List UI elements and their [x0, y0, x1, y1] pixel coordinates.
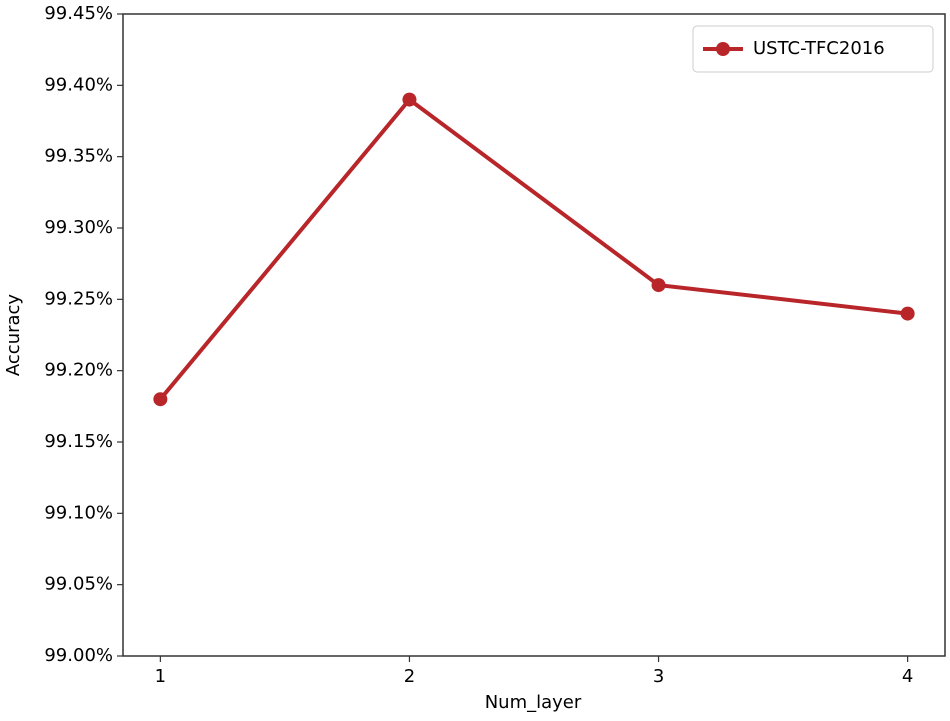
x-tick-label: 4 — [902, 666, 913, 687]
y-tick-label: 99.15% — [44, 431, 113, 452]
y-tick-label: 99.40% — [44, 74, 113, 95]
y-tick-label: 99.10% — [44, 502, 113, 523]
y-tick-label: 99.25% — [44, 288, 113, 309]
data-point — [402, 92, 417, 107]
legend-marker — [716, 42, 730, 56]
data-point — [153, 392, 168, 407]
y-tick-label: 99.00% — [44, 645, 113, 666]
plot-frame — [122, 13, 946, 657]
x-tick-label: 2 — [404, 666, 415, 687]
legend-label: USTC-TFC2016 — [753, 38, 885, 59]
series-line — [158, 96, 908, 401]
y-tick-label: 99.20% — [44, 360, 113, 381]
y-tick-label: 99.05% — [44, 574, 113, 595]
x-tick-label: 3 — [653, 666, 664, 687]
y-tick-label: 99.30% — [44, 217, 113, 238]
x-axis-label: Num_layer — [485, 692, 582, 713]
legend-box — [692, 25, 934, 73]
data-point — [900, 306, 915, 321]
y-tick-label: 99.45% — [44, 3, 113, 24]
data-point — [651, 278, 666, 293]
y-axis-label: Accuracy — [3, 294, 24, 377]
y-tick-label: 99.35% — [44, 146, 113, 167]
x-tick-label: 1 — [155, 666, 166, 687]
